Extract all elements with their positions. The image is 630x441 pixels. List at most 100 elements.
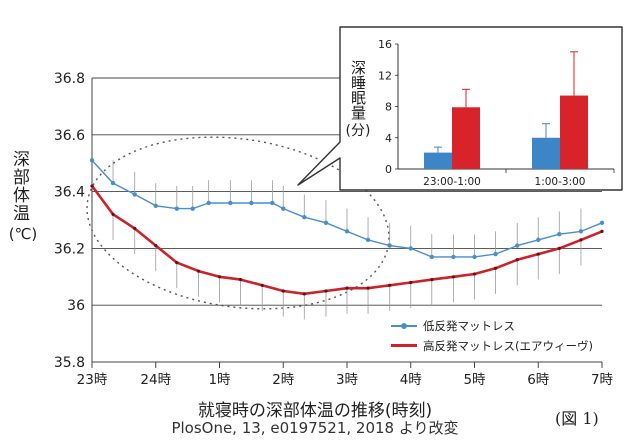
data-point: [110, 180, 116, 186]
inset-x-tick-label: 1:00-3:00: [535, 176, 586, 188]
data-point: [409, 280, 413, 285]
series-group: [90, 184, 604, 320]
series-line: [91, 159, 603, 258]
data-point: [493, 251, 498, 257]
legend-item: 高反発マットレス(エアウィーヴ): [391, 336, 593, 356]
x-tick-label: 4時: [400, 372, 423, 388]
data-point: [515, 258, 519, 262]
data-point: [536, 237, 541, 243]
x-axis-ticks: 23時 24時 1時 2時 3時 4時 5時 6時 7時: [77, 362, 614, 388]
series-group: [89, 158, 605, 260]
data-point: [260, 283, 264, 287]
data-point: [366, 286, 370, 290]
data-point: [174, 206, 179, 211]
data-point: [90, 184, 94, 188]
data-point: [249, 200, 254, 206]
data-point: [324, 289, 328, 293]
data-point: [228, 200, 233, 206]
data-point: [175, 261, 179, 265]
x-axis-title: 就寝時の深部体温の推移(時刻): [197, 401, 433, 421]
x-tick-label: 6時: [527, 372, 550, 388]
legend-dot: [401, 323, 407, 329]
data-point: [190, 206, 195, 211]
x-tick-label: 3時: [336, 372, 359, 388]
y-axis-label: 深部体温: [9, 150, 29, 222]
data-point: [579, 238, 583, 242]
x-tick-label: 24時: [140, 372, 171, 388]
data-point: [515, 243, 520, 248]
inset-y-axis-unit: (分): [345, 123, 371, 139]
x-tick-label: 1時: [208, 372, 231, 388]
series-layer: [89, 158, 605, 320]
legend-swatch-high: [391, 340, 417, 352]
x-tick-label: 23時: [77, 372, 108, 388]
source-citation: PlosOne, 13, e0197521, 2018 より改変: [171, 419, 459, 437]
data-point: [323, 220, 329, 226]
bar: [560, 95, 588, 169]
inset-y-tick-label: 16: [378, 38, 392, 51]
legend-line: [391, 344, 417, 347]
data-point: [154, 243, 158, 248]
data-point: [111, 212, 115, 216]
data-point: [345, 286, 349, 290]
data-point: [89, 158, 95, 163]
y-tick-label: 36: [67, 298, 85, 314]
data-point: [196, 269, 201, 273]
data-point: [302, 214, 307, 220]
inset-y-tick-label: 12: [378, 69, 392, 82]
data-point: [281, 289, 285, 293]
data-point: [365, 237, 371, 243]
data-point: [536, 252, 540, 256]
bar: [532, 137, 560, 169]
data-point: [408, 246, 413, 251]
inset-y-axis-title: 深睡眠量 (分): [346, 60, 371, 140]
data-point: [557, 246, 561, 250]
data-point: [238, 278, 243, 282]
data-point: [472, 272, 477, 276]
inset-bars: 23:00-1:00 1:00-3:00: [423, 51, 615, 188]
legend-item: 低反発マットレス: [391, 316, 593, 336]
data-point: [302, 292, 306, 296]
legend-label: 高反発マットレス(エアウィーヴ): [423, 339, 593, 353]
data-point: [388, 283, 392, 287]
data-point: [493, 266, 498, 270]
y-axis-ticks: 35.8 36 36.2 36.4 36.6 36.8: [54, 71, 85, 371]
data-point: [133, 226, 137, 231]
data-point: [429, 254, 434, 260]
inset-y-tick-label: 4: [385, 132, 392, 145]
data-point: [430, 278, 434, 282]
y-tick-label: 36.4: [54, 185, 85, 201]
y-axis-unit: (℃): [8, 225, 38, 243]
x-tick-label: 2時: [272, 372, 295, 388]
data-point: [132, 192, 137, 197]
inset-bar-chart: 0 4 8 12 16 23:00-1:00 1:00-3:00: [297, 26, 623, 191]
data-point: [578, 229, 584, 234]
y-tick-label: 36.2: [54, 241, 85, 257]
data-point: [270, 200, 275, 206]
data-point: [600, 229, 604, 233]
data-point: [472, 254, 477, 260]
data-point: [206, 200, 211, 206]
legend-swatch-low: [391, 320, 417, 332]
data-point: [153, 203, 158, 208]
y-axis-title: 深部体温 (℃): [8, 150, 38, 245]
data-point: [451, 275, 456, 279]
data-point: [557, 232, 562, 237]
data-point: [281, 206, 286, 211]
bar: [452, 107, 480, 169]
inset-y-axis-label: 深睡眠量: [349, 60, 367, 120]
legend-label: 低反発マットレス: [423, 319, 515, 333]
data-point: [451, 254, 456, 260]
data-point: [217, 275, 222, 279]
y-tick-label: 35.8: [54, 355, 85, 371]
x-tick-label: 5時: [463, 372, 486, 388]
x-tick-label: 7時: [591, 372, 614, 388]
inset-y-tick-label: 8: [385, 101, 392, 114]
legend: 低反発マットレス 高反発マットレス(エアウィーヴ): [391, 316, 593, 356]
data-point: [387, 243, 392, 248]
data-point: [344, 229, 350, 234]
y-tick-label: 36.6: [54, 128, 85, 144]
bar: [424, 152, 452, 169]
y-tick-label: 36.8: [54, 71, 85, 87]
